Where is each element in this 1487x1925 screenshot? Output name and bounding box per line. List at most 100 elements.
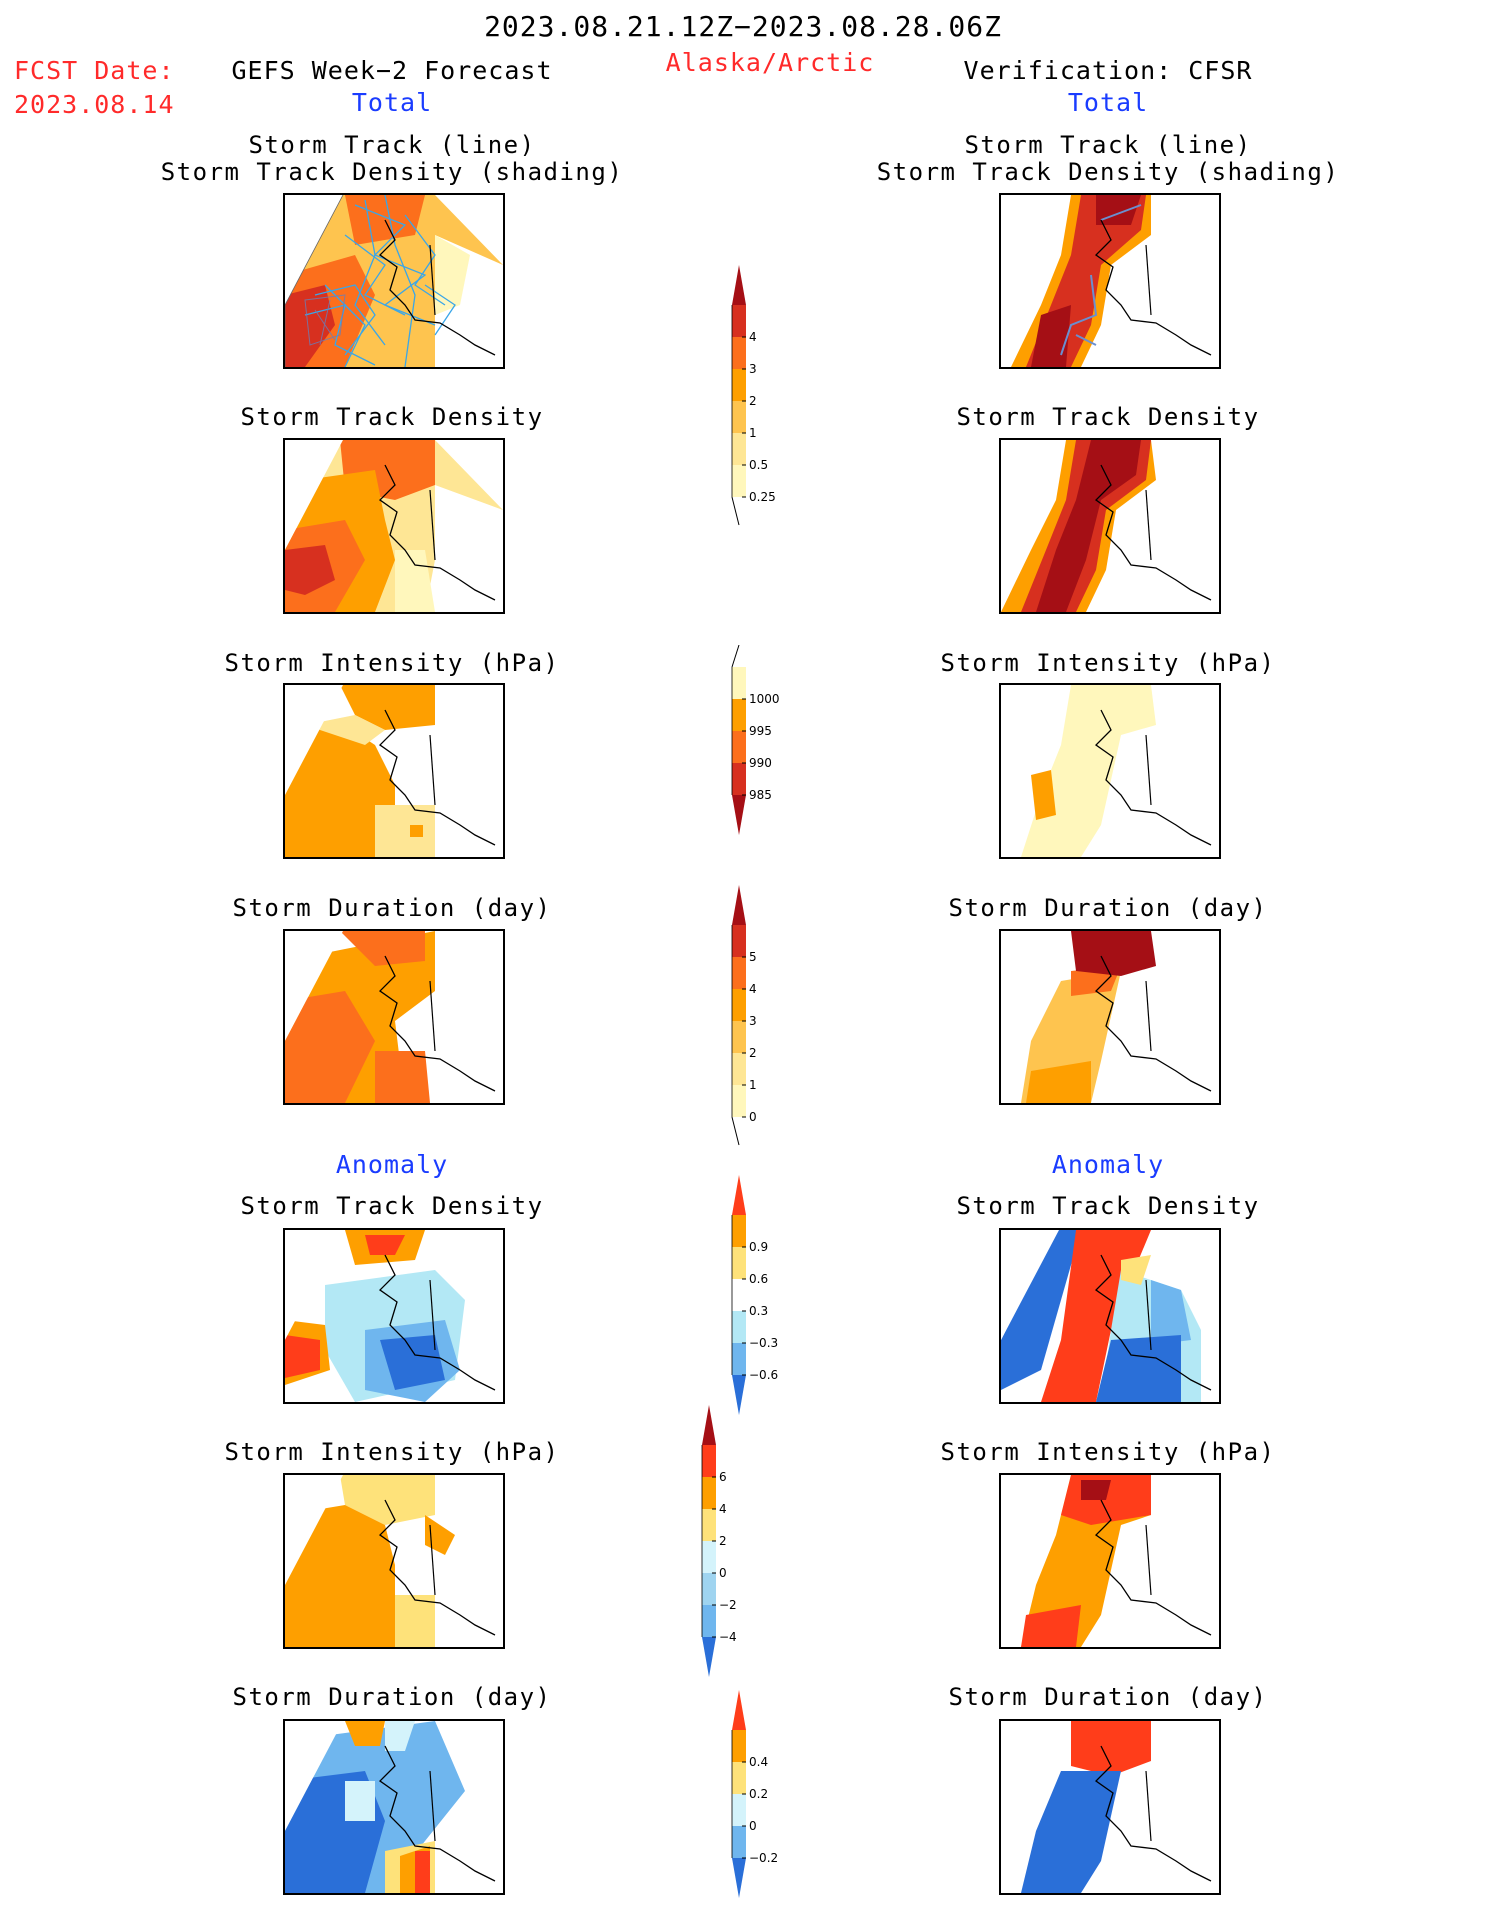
duration-cell xyxy=(732,989,746,1021)
duration-tick-label: 5 xyxy=(749,950,757,964)
anom_density-tick-label: 0.6 xyxy=(749,1272,768,1286)
region-label: Alaska/Arctic xyxy=(665,48,875,77)
anom_density-tick-label: −0.3 xyxy=(749,1336,778,1350)
colorbar-duration: 5 4 3 2 1 0 xyxy=(731,885,757,1146)
track_density-top-arrow xyxy=(732,265,746,305)
duration-cell xyxy=(732,1021,746,1053)
left-density-title: Storm Track Density xyxy=(240,403,544,431)
intensity-tick-label: 1000 xyxy=(749,692,780,706)
anom_density-cell xyxy=(732,1247,746,1279)
anom_density-top-arrow xyxy=(732,1175,746,1215)
right-anomaly-label: Anomaly xyxy=(1051,1150,1165,1179)
left-total-label: Total xyxy=(351,88,433,117)
duration-cell xyxy=(732,925,746,957)
anom_intensity-cell xyxy=(702,1573,716,1605)
duration-cell xyxy=(732,1053,746,1085)
anom_density-tick-label: −0.6 xyxy=(749,1368,778,1382)
anom_density-cell xyxy=(732,1343,746,1375)
duration-tick-label: 3 xyxy=(749,1014,757,1028)
fcst-date-value: 2023.08.14 xyxy=(14,90,175,119)
track_density-tick-label: 2 xyxy=(749,394,757,408)
colorbar-intensity: 1000 995 990 985 xyxy=(731,645,780,835)
fcst-date-label: FCST Date: xyxy=(14,56,175,85)
left-track-line-title: Storm Track (line) xyxy=(248,131,536,159)
right-density-title: Storm Track Density xyxy=(956,403,1260,431)
right-column-title: Verification: CFSR xyxy=(963,56,1253,85)
right-track-shading-title: Storm Track Density (shading) xyxy=(876,158,1340,186)
anom_intensity-tick-label: 6 xyxy=(719,1470,727,1484)
track_density-tick-label: 4 xyxy=(749,330,757,344)
map-right-anom-duration xyxy=(999,1719,1221,1895)
map-right-track-line xyxy=(999,193,1221,369)
left-anom-intensity-title: Storm Intensity (hPa) xyxy=(224,1438,560,1466)
track_density-cell xyxy=(732,369,746,401)
anom_duration-tick-label: 0.2 xyxy=(749,1787,768,1801)
anom_intensity-bottom-arrow xyxy=(702,1637,716,1677)
right-total-label: Total xyxy=(1067,88,1149,117)
right-anom-intensity-title: Storm Intensity (hPa) xyxy=(940,1438,1276,1466)
anom_duration-cell xyxy=(732,1794,746,1826)
intensity-tick-label: 985 xyxy=(749,788,772,802)
map-right-anom-density xyxy=(999,1228,1221,1404)
anom_intensity-cell xyxy=(702,1477,716,1509)
duration-cell xyxy=(732,1085,746,1117)
intensity-cell xyxy=(732,667,746,699)
anom_intensity-tick-label: −2 xyxy=(719,1598,737,1612)
anom_density-tick-label: 0.9 xyxy=(749,1240,768,1254)
duration-cell xyxy=(732,957,746,989)
anom_density-cell xyxy=(732,1215,746,1247)
anom_density-tick-label: 0.3 xyxy=(749,1304,768,1318)
left-duration-title: Storm Duration (day) xyxy=(232,894,552,922)
anom_duration-top-arrow xyxy=(732,1690,746,1730)
left-track-shading-title: Storm Track Density (shading) xyxy=(160,158,624,186)
anom_duration-tick-label: 0 xyxy=(749,1819,757,1833)
track_density-cell xyxy=(732,433,746,465)
colorbar-anom-density: 0.9 0.6 0.3 −0.3 −0.6 xyxy=(731,1175,778,1415)
anom_intensity-tick-label: 4 xyxy=(719,1502,727,1516)
map-left-intensity xyxy=(283,683,505,859)
anom_duration-tick-label: −0.2 xyxy=(749,1851,778,1865)
map-right-duration xyxy=(999,929,1221,1105)
track_density-tick-label: 0.5 xyxy=(749,458,768,472)
map-left-density xyxy=(283,438,505,614)
duration-tick-label: 4 xyxy=(749,982,757,996)
anom_density-cell xyxy=(732,1311,746,1343)
track_density-cell xyxy=(732,401,746,433)
track_density-tick-label: 0.25 xyxy=(749,490,776,504)
right-anom-density-title: Storm Track Density xyxy=(956,1192,1260,1220)
track_density-tick-label: 1 xyxy=(749,426,757,440)
date-range-title: 2023.08.21.12Z−2023.08.28.06Z xyxy=(484,10,1002,43)
track_density-cell xyxy=(732,305,746,337)
right-track-line-title: Storm Track (line) xyxy=(964,131,1252,159)
map-left-anom-density xyxy=(283,1228,505,1404)
duration-top-arrow xyxy=(732,885,746,925)
anom_density-cell xyxy=(732,1279,746,1311)
map-left-anom-duration xyxy=(283,1719,505,1895)
map-left-track-line xyxy=(283,193,505,369)
left-anom-duration-title: Storm Duration (day) xyxy=(232,1683,552,1711)
anom_intensity-cell xyxy=(702,1445,716,1477)
anom_duration-tick-label: 0.4 xyxy=(749,1755,768,1769)
track_density-cell xyxy=(732,337,746,369)
left-anomaly-label: Anomaly xyxy=(335,1150,449,1179)
intensity-cell xyxy=(732,763,746,795)
colorbar-track-density: 4 3 2 1 0.5 0.25 xyxy=(731,265,776,526)
intensity-cell xyxy=(732,699,746,731)
anom_intensity-tick-label: 2 xyxy=(719,1534,727,1548)
track_density-cell xyxy=(732,465,746,497)
left-intensity-title: Storm Intensity (hPa) xyxy=(224,649,560,677)
right-intensity-title: Storm Intensity (hPa) xyxy=(940,649,1276,677)
anom_density-bottom-arrow xyxy=(732,1375,746,1415)
left-column-title: GEFS Week−2 Forecast xyxy=(231,56,553,85)
colorbar-anom-duration: 0.4 0.2 0 −0.2 xyxy=(731,1690,778,1898)
anom_intensity-top-arrow xyxy=(702,1405,716,1445)
anom_intensity-tick-label: 0 xyxy=(719,1566,727,1580)
left-anom-density-title: Storm Track Density xyxy=(240,1192,544,1220)
map-right-anom-intensity xyxy=(999,1473,1221,1649)
anom_intensity-cell xyxy=(702,1541,716,1573)
anom_intensity-cell xyxy=(702,1605,716,1637)
intensity-tick-label: 995 xyxy=(749,724,772,738)
right-anom-duration-title: Storm Duration (day) xyxy=(948,1683,1268,1711)
anom_duration-cell xyxy=(732,1826,746,1858)
anom_duration-bottom-arrow xyxy=(732,1858,746,1898)
